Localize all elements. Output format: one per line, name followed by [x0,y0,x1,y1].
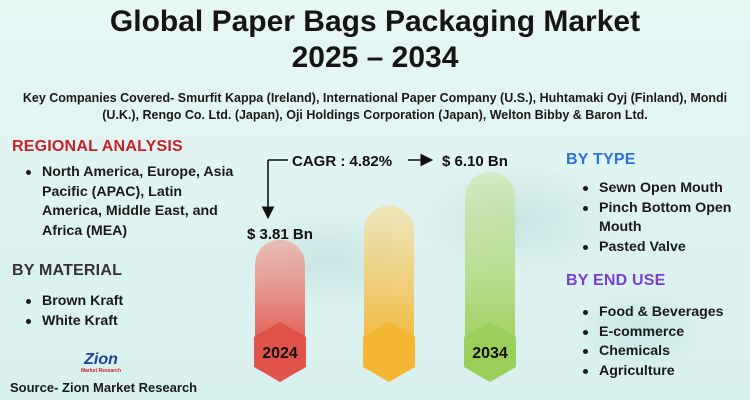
bar-2024-year-label: 2024 [262,345,298,362]
material-item-white-kraft: White Kraft [22,312,222,332]
bar-2034-year-label: 2034 [472,345,508,362]
source-text: Source- Zion Market Research [10,380,198,395]
regional-analysis-list: North America, Europe, Asia Pacific (APA… [22,163,237,241]
bar-2034-base [464,322,516,382]
by-end-use-list: Food & Beverages E-commerce Chemicals Ag… [579,303,749,381]
value-label-2034: $ 6.10 Bn [442,153,508,170]
by-type-heading: BY TYPE [566,151,636,168]
material-item-brown-kraft: Brown Kraft [22,292,222,312]
enduse-item-chemicals: Chemicals [579,342,749,362]
title-line-1: Global Paper Bags Packaging Market [109,5,641,38]
enduse-item-ecommerce: E-commerce [579,323,749,343]
regional-analysis-heading: REGIONAL ANALYSIS [12,138,183,155]
logo-name: Zion [84,351,118,368]
bar-middle-base [363,322,415,382]
title-line-2: 2025 – 2034 [291,41,459,74]
bar-middle [364,205,414,352]
bar-2024-base [254,322,306,382]
zion-logo: Zion Market Research [70,351,132,375]
enduse-item-agriculture: Agriculture [579,362,749,382]
by-material-list: Brown Kraft White Kraft [22,292,222,331]
value-label-2024: $ 3.81 Bn [247,226,313,243]
type-item-pasted-valve: Pasted Valve [579,238,749,258]
by-end-use-heading: BY END USE [566,272,666,289]
type-item-sewn-open-mouth: Sewn Open Mouth [579,179,749,199]
type-item-pinch-bottom: Pinch Bottom Open Mouth [579,199,749,238]
key-companies-text: Key Companies Covered- Smurfit Kappa (Ir… [22,91,728,122]
enduse-item-food: Food & Beverages [579,303,749,323]
logo-tagline: Market Research [80,368,122,374]
regional-item: North America, Europe, Asia Pacific (APA… [22,163,237,241]
bar-2024 [255,239,305,352]
by-material-heading: BY MATERIAL [12,262,123,279]
by-type-list: Sewn Open Mouth Pinch Bottom Open Mouth … [579,179,749,257]
page-title: Global Paper Bags Packaging Market 2025 … [0,4,750,76]
bar-2034 [465,172,515,352]
cagr-label: CAGR : 4.82% [292,153,392,170]
